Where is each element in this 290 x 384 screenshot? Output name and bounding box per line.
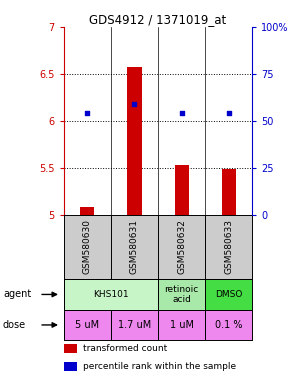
Text: GSM580630: GSM580630 (83, 219, 92, 275)
Bar (111, 310, 158, 340)
Text: GSM580632: GSM580632 (177, 220, 186, 274)
Bar (64, 362, 77, 371)
Text: KHS101: KHS101 (93, 290, 129, 299)
Bar (64, 310, 111, 340)
Text: 1.7 uM: 1.7 uM (118, 320, 151, 330)
Text: GSM580633: GSM580633 (224, 219, 233, 275)
Text: GSM580631: GSM580631 (130, 219, 139, 275)
Bar (175, 165, 189, 215)
Text: 5 uM: 5 uM (75, 320, 99, 330)
Point (179, 110, 184, 116)
Text: agent: agent (3, 290, 31, 300)
Text: percentile rank within the sample: percentile rank within the sample (83, 362, 236, 371)
Bar (158, 279, 205, 310)
Bar (127, 67, 142, 215)
Text: 0.1 %: 0.1 % (215, 320, 242, 330)
Bar (80, 207, 95, 215)
Point (226, 110, 231, 116)
Title: GDS4912 / 1371019_at: GDS4912 / 1371019_at (89, 13, 227, 26)
Bar (158, 310, 205, 340)
Text: transformed count: transformed count (83, 344, 167, 353)
Text: 1 uM: 1 uM (170, 320, 194, 330)
Text: dose: dose (3, 320, 26, 330)
Point (85, 110, 90, 116)
Bar (64, 344, 77, 353)
Text: retinoic
acid: retinoic acid (164, 285, 199, 304)
Bar (205, 279, 252, 310)
Bar (205, 310, 252, 340)
Point (132, 101, 137, 107)
Bar (222, 169, 236, 215)
Text: DMSO: DMSO (215, 290, 242, 299)
Bar (64, 279, 158, 310)
